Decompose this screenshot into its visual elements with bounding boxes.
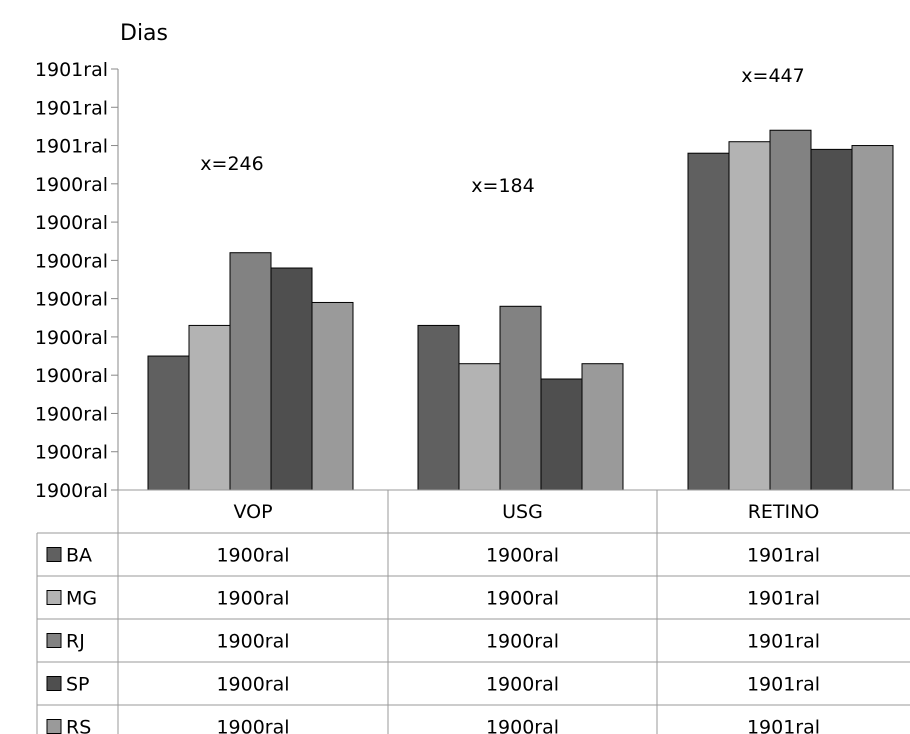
table-cell: 1900ral [216,588,289,610]
bar-sp-retino [810,148,853,491]
bar-mg-retino [728,141,771,491]
legend-label: MG [66,588,97,610]
legend-swatch [46,547,62,562]
table-cell: 1901ral [747,674,820,696]
bar-rs-retino [851,145,894,491]
table-cell: 1900ral [216,674,289,696]
y-tick-label: 1900ral [35,327,108,349]
x-tick-label: VOP [233,501,272,523]
table-cell: 1900ral [216,631,289,653]
table-cell: 1901ral [747,588,820,610]
y-tick-label: 1900ral [35,480,108,502]
y-tick-label: 1900ral [35,174,108,196]
legend-label: RJ [66,631,85,653]
table-cell: 1900ral [486,631,559,653]
table-cell: 1901ral [747,717,820,734]
table-cell: 1901ral [747,631,820,653]
group-annotation: x=447 [741,65,804,87]
y-tick-label: 1900ral [35,365,108,387]
x-tick-label: USG [502,501,543,523]
bar-mg-vop [188,324,231,491]
bar-rj-usg [499,305,542,491]
data-table: VOP USG RETINO BA 1900ral 1900ral 1901ral MG 190… [36,489,910,734]
table-cell: 1900ral [486,545,559,567]
bar-ba-retino [687,152,730,491]
legend-label: RS [66,717,91,734]
table-cell: 1900ral [486,674,559,696]
y-tick-label: 1901ral [35,136,108,158]
y-tick-label: 1901ral [35,97,108,119]
legend-label: SP [66,674,90,696]
y-tick-label: 1900ral [35,442,108,464]
legend-swatch [46,590,62,605]
bar-sp-vop [270,267,313,491]
legend-swatch [46,633,62,648]
bar-sp-usg [540,378,583,491]
x-tick-label: RETINO [748,501,820,523]
bars [147,129,894,491]
y-tick-label: 1900ral [35,289,108,311]
legend-swatch [46,719,62,734]
table-cell: 1900ral [486,588,559,610]
y-tick-label: 1900ral [35,403,108,425]
y-axis [111,68,119,491]
bar-rj-retino [769,129,812,491]
bar-rs-usg [581,363,624,491]
legend-swatch [46,676,62,691]
y-tick-label: 1900ral [35,212,108,234]
table-cell: 1900ral [216,717,289,734]
y-tick-labels: 1900ral 1900ral 1900ral 1900ral 1900ral 1900r… [35,59,108,502]
table-cell: 1900ral [216,545,289,567]
y-tick-label: 1900ral [35,250,108,272]
bar-ba-usg [417,324,460,491]
group-annotation: x=246 [200,153,263,175]
annotations: x=246 x=184 x=447 [200,65,804,197]
table-cell: 1900ral [486,717,559,734]
bar-ba-vop [147,355,190,491]
bar-rs-vop [311,301,354,491]
y-tick-label: 1901ral [35,59,108,81]
bar-mg-usg [458,363,501,491]
group-annotation: x=184 [471,175,534,197]
y-axis-label: Dias [120,21,168,46]
bar-rj-vop [229,252,272,491]
table-cell: 1901ral [747,545,820,567]
legend-label: BA [66,545,92,567]
